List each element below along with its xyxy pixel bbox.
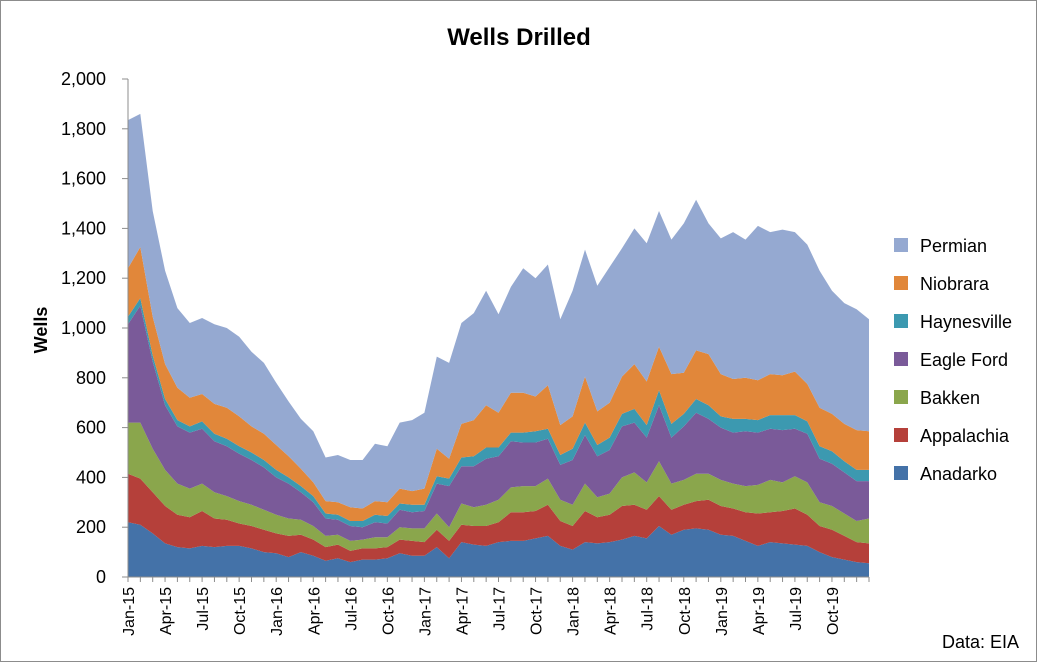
area-eagle-ford <box>128 305 869 541</box>
x-tick-label: Jan-16 <box>269 587 286 636</box>
legend-label-anadarko: Anadarko <box>920 464 997 484</box>
area-anadarko <box>128 522 869 577</box>
y-tick-label: 800 <box>76 368 106 388</box>
x-axis: Jan-15 Apr-15 Jul-15 Oct-15 Jan-16 Apr-16 Jul-… <box>121 576 870 636</box>
legend-label-niobrara: Niobrara <box>920 274 990 294</box>
x-tick-label: Apr-15 <box>158 587 175 635</box>
legend-swatch-appalachia <box>894 428 908 442</box>
x-tick-label: Oct-15 <box>232 587 249 635</box>
x-tick-label: Oct-16 <box>380 587 397 635</box>
y-tick-label: 1,000 <box>61 318 106 338</box>
x-tick-label: Jul-17 <box>492 587 509 631</box>
x-tick-label: Jul-18 <box>640 587 657 631</box>
chart-title: Wells Drilled <box>447 24 591 51</box>
legend-swatch-permian <box>894 238 908 252</box>
source-note: Data: EIA <box>942 632 1019 652</box>
area-bakken <box>128 422 869 551</box>
x-tick-label: Oct-19 <box>825 587 842 635</box>
legend-label-haynesville: Haynesville <box>920 312 1012 332</box>
y-tick-label: 1,600 <box>61 169 106 189</box>
legend-label-eagle-ford: Eagle Ford <box>920 350 1008 370</box>
x-tick-label: Oct-17 <box>529 587 546 635</box>
area-appalachia <box>128 473 869 564</box>
y-tick-label: 600 <box>76 418 106 438</box>
legend-swatch-haynesville <box>894 314 908 328</box>
x-tick-label: Jul-16 <box>343 587 360 631</box>
area-permian <box>128 113 869 509</box>
x-tick-label: Apr-19 <box>751 587 768 635</box>
x-tick-label: Jan-19 <box>714 587 731 636</box>
y-tick-label: 1,200 <box>61 268 106 288</box>
y-tick-label: 400 <box>76 467 106 487</box>
legend-swatch-eagle-ford <box>894 352 908 366</box>
y-tick-label: 1,800 <box>61 119 106 139</box>
area-niobrara <box>128 247 869 521</box>
x-tick-label: Jul-15 <box>195 587 212 631</box>
x-tick-label: Apr-16 <box>306 587 323 635</box>
legend-swatch-niobrara <box>894 276 908 290</box>
x-tick-label: Jan-17 <box>417 587 434 636</box>
x-tick-label: Jul-19 <box>788 587 805 631</box>
legend-label-permian: Permian <box>920 236 987 256</box>
legend-swatch-bakken <box>894 390 908 404</box>
x-tick-label: Oct-18 <box>677 587 694 635</box>
legend-label-appalachia: Appalachia <box>920 426 1010 446</box>
x-tick-label: Apr-18 <box>603 587 620 635</box>
x-tick-label: Apr-17 <box>454 587 471 635</box>
x-tick-label: Jan-15 <box>121 587 138 636</box>
y-tick-label: 1,400 <box>61 218 106 238</box>
y-axis-label: Wells <box>31 307 51 354</box>
legend: Permian Niobrara Haynesville Eagle Ford Bakk… <box>894 236 1012 484</box>
y-tick-label: 2,000 <box>61 69 106 89</box>
area-series-group <box>128 113 869 577</box>
legend-label-bakken: Bakken <box>920 388 980 408</box>
y-tick-label: 0 <box>96 567 106 587</box>
y-tick-label: 200 <box>76 517 106 537</box>
x-tick-label: Jan-18 <box>566 587 583 636</box>
y-axis: 0 200 400 600 800 1,000 1,200 1,400 1,600 1,800 2,… <box>61 69 129 587</box>
legend-swatch-anadarko <box>894 466 908 480</box>
